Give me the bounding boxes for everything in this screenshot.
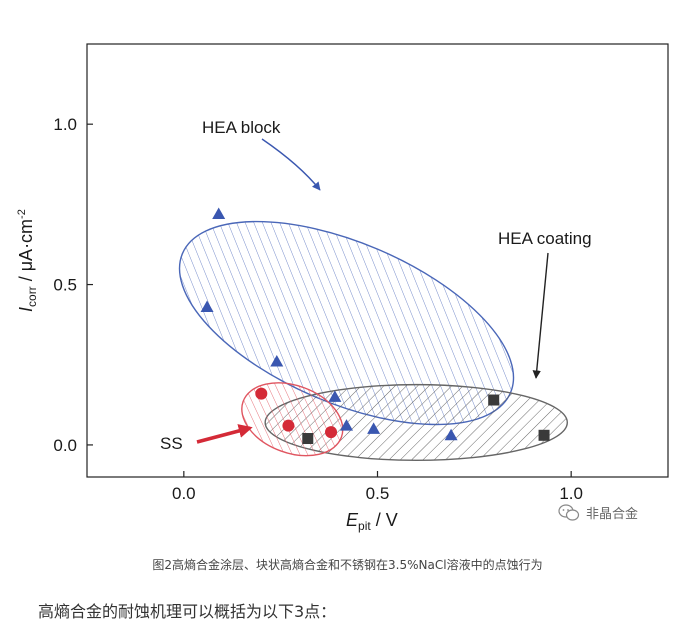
point-ss-0: [255, 387, 268, 400]
watermark-text: 非晶合金: [586, 507, 639, 522]
body-text: 高熵合金的耐蚀机理可以概括为以下3点：: [38, 602, 337, 621]
y-tick-label-2: 1.0: [53, 115, 77, 134]
point-hea-block-1: [200, 300, 214, 313]
x-tick-label-2: 1.0: [559, 484, 583, 503]
point-ss-1: [282, 419, 295, 432]
point-hea-block-2: [270, 355, 284, 367]
data-points: [200, 207, 550, 445]
point-hea-block-6: [444, 428, 458, 441]
point-ss-2: [325, 426, 338, 439]
point-hea-block-5: [367, 422, 381, 434]
hea-coating-arrow: [532, 252, 549, 379]
chart: 0.0 0.5 1.0 0.0 0.5 1.0 HEA block HEA coating…: [16, 43, 669, 533]
point-hea-block-3: [328, 390, 342, 402]
point-hea-coating-0: [488, 394, 500, 406]
wechat-icon: [558, 503, 580, 521]
point-hea-block-0: [212, 207, 226, 219]
point-hea-block-4: [340, 419, 354, 431]
x-axis-title: Epit / V: [346, 510, 398, 533]
watermark: 非晶合金: [558, 503, 638, 522]
region-ss: [241, 382, 344, 457]
y-axis-title: Icorr / μA·cm-2: [16, 209, 39, 312]
annotation-hea-coating: HEA coating: [498, 229, 592, 248]
axis-ticks: 0.0 0.5 1.0 0.0 0.5 1.0: [53, 115, 583, 503]
point-hea-coating-2: [302, 433, 314, 445]
x-tick-label-0: 0.0: [172, 484, 196, 503]
y-tick-label-0: 0.0: [53, 436, 77, 455]
annotation-ss: SS: [160, 434, 183, 453]
annotation-hea-block: HEA block: [202, 118, 281, 137]
hea-block-arrow: [261, 138, 321, 191]
point-hea-coating-1: [538, 429, 550, 441]
regions: [178, 220, 568, 462]
y-tick-label-1: 0.5: [53, 276, 77, 295]
x-tick-label-1: 0.5: [366, 484, 390, 503]
ss-arrow: [196, 424, 253, 444]
figure-caption: 图2高熵合金涂层、块状高熵合金和不锈钢在3.5%NaCl溶液中的点蚀行为: [152, 558, 543, 572]
